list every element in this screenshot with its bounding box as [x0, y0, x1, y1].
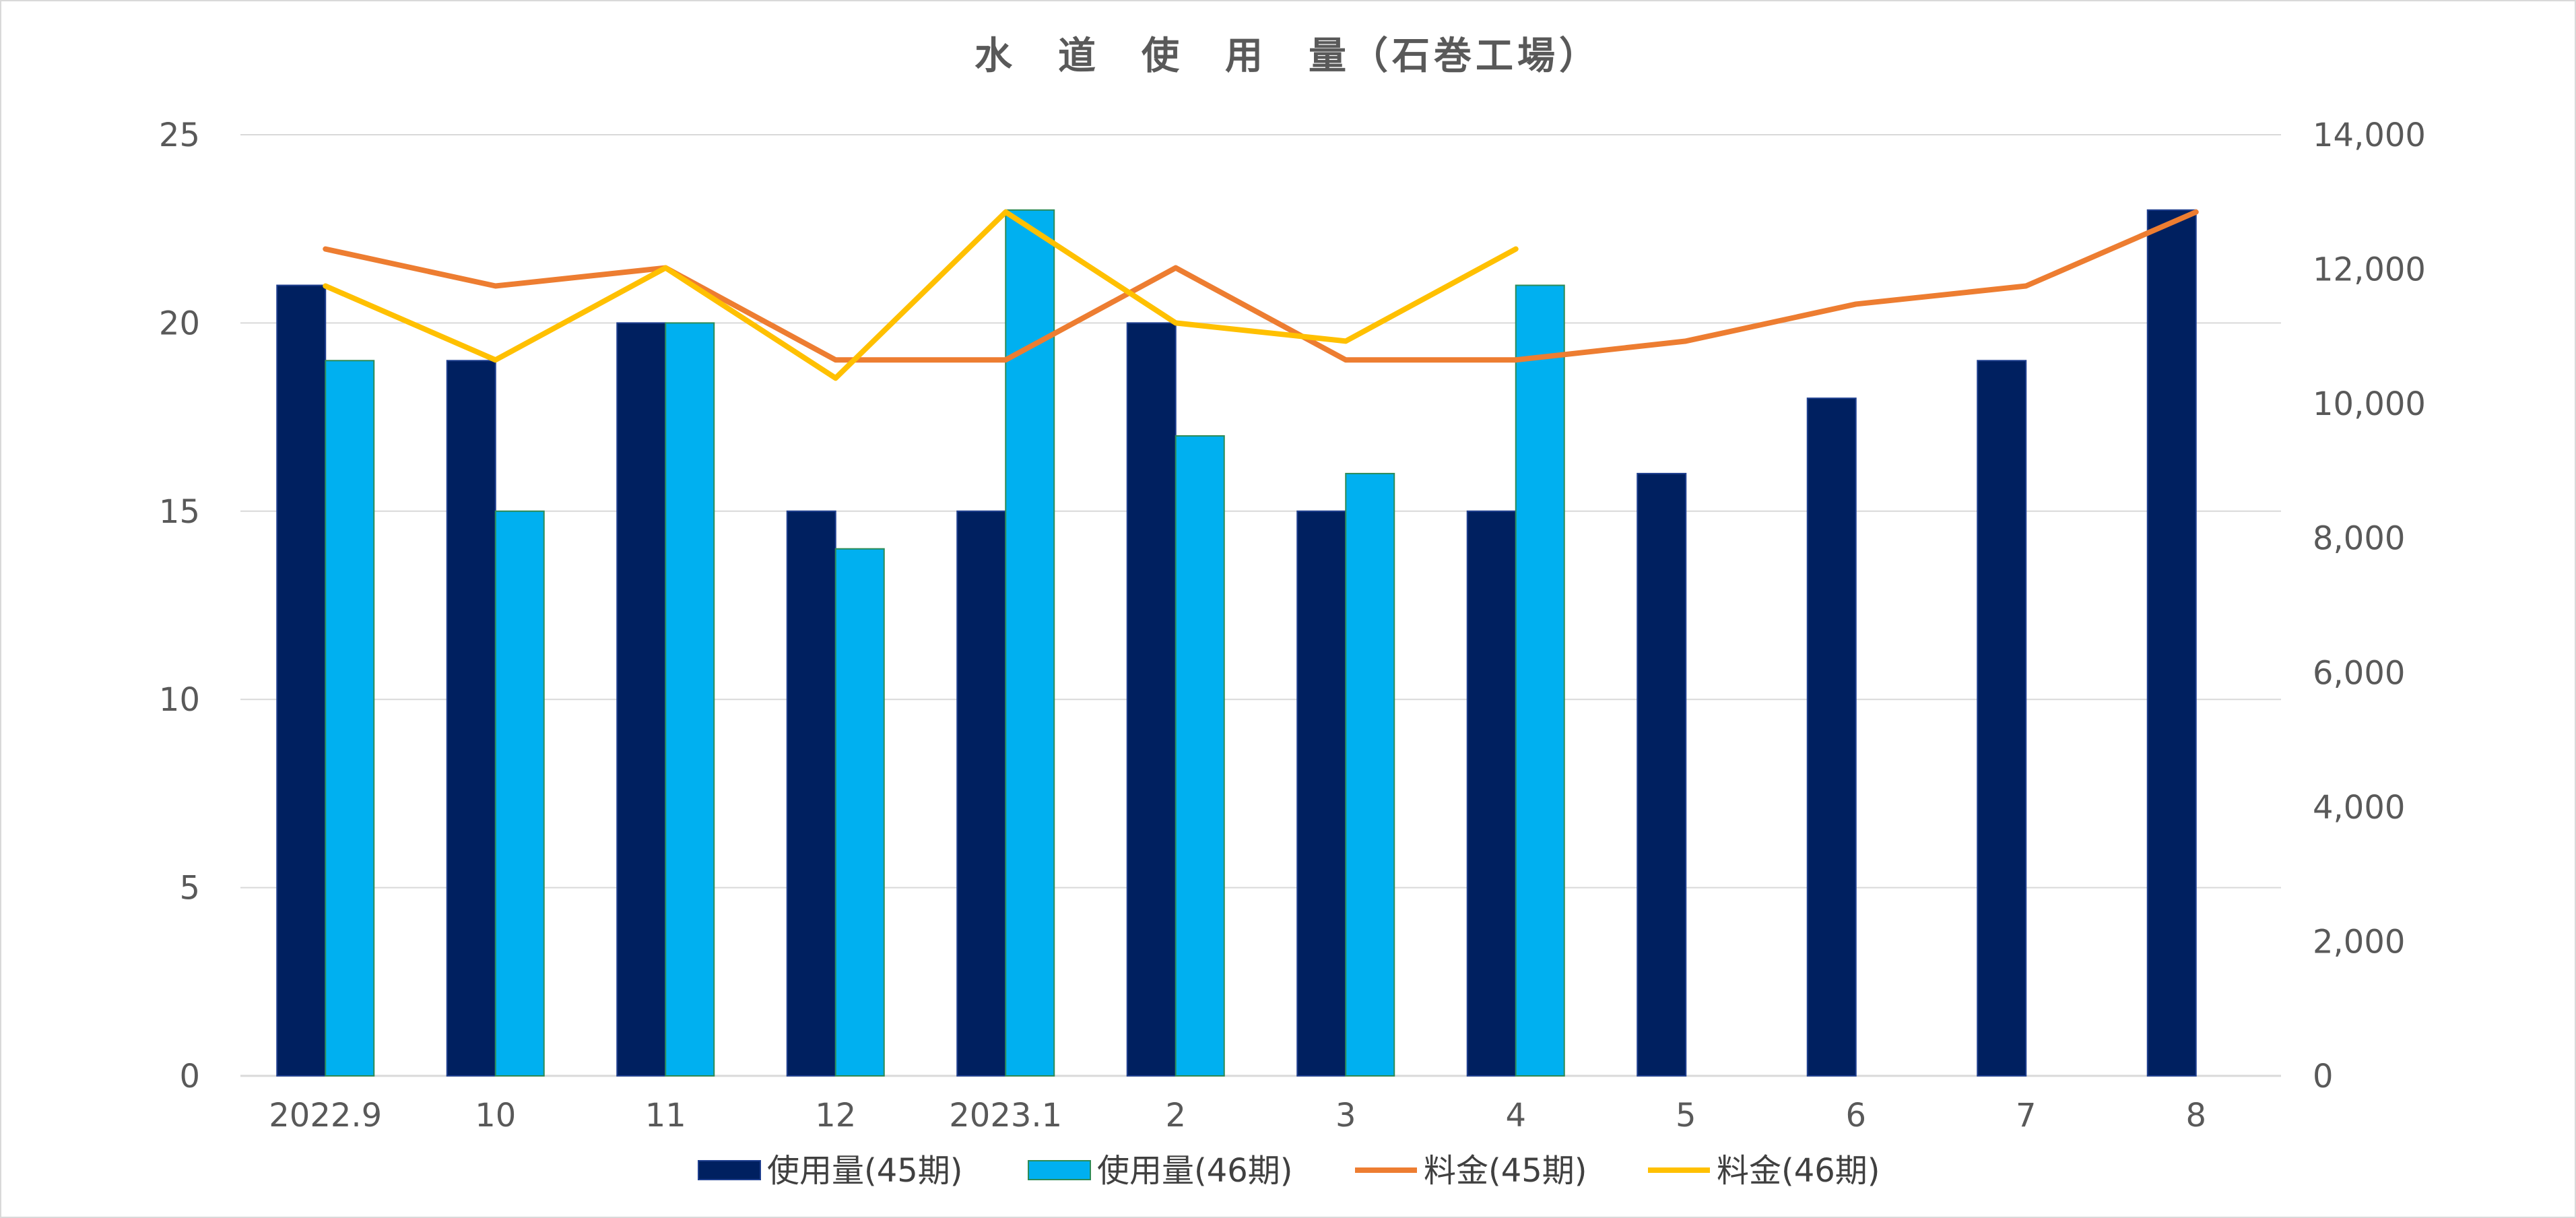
- x-tick-label: 11: [645, 1097, 686, 1134]
- y-left-tick-label: 20: [159, 304, 200, 342]
- legend-label: 使用量(45期): [767, 1152, 963, 1190]
- legend-item: 料金(45期): [1355, 1152, 1587, 1190]
- legend-swatch: [1028, 1160, 1091, 1180]
- line-fee-46: [323, 209, 1519, 381]
- x-tick-label: 2: [1165, 1097, 1186, 1134]
- axis-labels: 051015202502,0004,0006,0008,00010,00012,…: [159, 117, 2426, 1134]
- bar-usage-45: [1296, 510, 1347, 1077]
- x-tick-label: 6: [1845, 1097, 1866, 1134]
- line-fee-45: [323, 209, 2199, 363]
- bar-usage-45: [1466, 510, 1517, 1077]
- bar-usage-46: [665, 322, 715, 1077]
- bars: [276, 209, 2197, 1077]
- x-tick-label: 3: [1335, 1097, 1356, 1134]
- bar-usage-46: [325, 360, 375, 1077]
- bar-usage-46: [834, 548, 885, 1077]
- x-tick-label: 2023.1: [949, 1097, 1062, 1134]
- legend-item: 料金(46期): [1648, 1152, 1880, 1190]
- bar-usage-46: [1515, 284, 1565, 1077]
- x-tick-label: 8: [2185, 1097, 2206, 1134]
- y-left-tick-label: 25: [159, 117, 200, 154]
- bar-usage-45: [1126, 322, 1177, 1077]
- bar-usage-45: [1977, 360, 2027, 1077]
- y-left-tick-label: 0: [179, 1058, 200, 1095]
- x-tick-label: 4: [1505, 1097, 1526, 1134]
- legend-label: 料金(45期): [1424, 1152, 1587, 1190]
- y-left-tick-label: 5: [179, 870, 200, 907]
- bar-usage-45: [1637, 472, 1687, 1077]
- bar-usage-46: [1345, 472, 1395, 1077]
- legend-item: 使用量(45期): [698, 1152, 963, 1190]
- bar-usage-46: [494, 510, 545, 1077]
- y-right-tick-label: 4,000: [2313, 789, 2405, 827]
- bar-usage-45: [276, 284, 327, 1077]
- y-right-tick-label: 6,000: [2313, 654, 2405, 692]
- y-right-tick-label: 12,000: [2313, 251, 2426, 289]
- x-tick-label: 12: [815, 1097, 856, 1134]
- y-right-tick-label: 2,000: [2313, 923, 2405, 961]
- lines: [323, 209, 2199, 381]
- bar-usage-45: [786, 510, 836, 1077]
- chart-title: 水 道 使 用 量（石巻工場）: [975, 34, 1601, 78]
- x-tick-label: 5: [1676, 1097, 1696, 1134]
- x-tick-label: 2022.9: [269, 1097, 382, 1134]
- y-right-tick-label: 8,000: [2313, 520, 2405, 558]
- y-right-tick-label: 0: [2313, 1058, 2334, 1095]
- y-right-tick-label: 10,000: [2313, 385, 2426, 423]
- bar-usage-46: [1005, 209, 1055, 1077]
- legend-label: 使用量(46期): [1097, 1152, 1293, 1190]
- x-tick-label: 7: [2016, 1097, 2037, 1134]
- legend-swatch: [698, 1160, 761, 1180]
- y-left-tick-label: 15: [159, 493, 200, 531]
- bar-usage-45: [616, 322, 667, 1077]
- bar-usage-45: [956, 510, 1007, 1077]
- bar-usage-45: [446, 360, 496, 1077]
- bar-usage-45: [1806, 397, 1857, 1077]
- y-right-tick-label: 14,000: [2313, 117, 2426, 154]
- bar-usage-46: [1175, 435, 1225, 1077]
- legend: 使用量(45期) 使用量(46期) 料金(45期) 料金(46期): [698, 1152, 1880, 1190]
- bar-usage-45: [2146, 209, 2197, 1077]
- legend-item: 使用量(46期): [1028, 1152, 1293, 1190]
- y-left-tick-label: 10: [159, 681, 200, 719]
- legend-label: 料金(46期): [1717, 1152, 1880, 1190]
- gridlines: [240, 134, 2281, 1077]
- x-tick-label: 10: [475, 1097, 516, 1134]
